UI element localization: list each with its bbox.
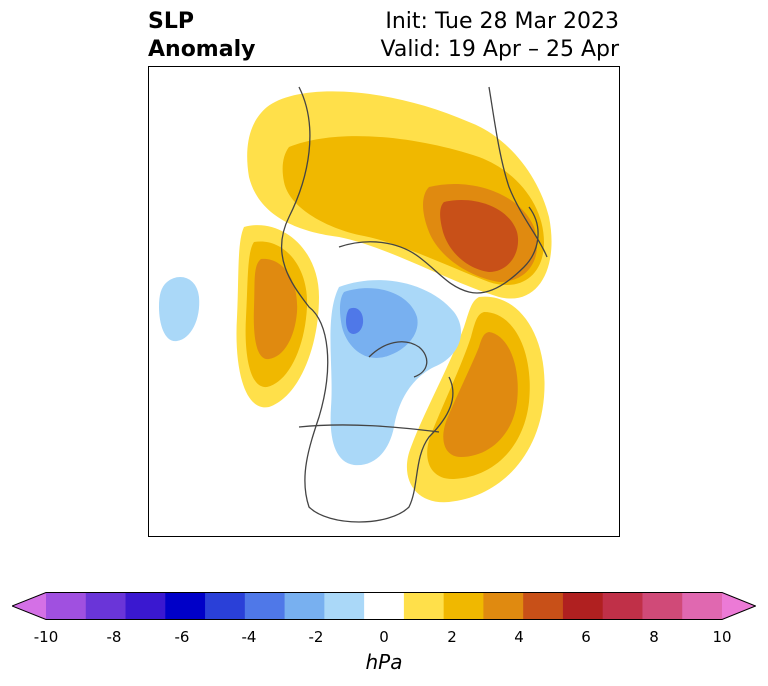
negative-anomaly-pacific-2 [159,277,200,342]
colorbar-tick: 4 [514,628,524,646]
colorbar-segment [403,592,445,620]
colorbar-tick: 10 [712,628,732,646]
title-variable-line1: SLP [148,9,194,34]
colorbar-tick: -6 [174,628,190,646]
map-title: SLP Anomaly [148,8,255,64]
colorbar-segment [125,592,166,620]
positive-anomaly-pacific-4 [253,258,298,360]
colorbar-segment [523,592,564,620]
colorbar-tick: -4 [241,628,257,646]
colorbar-segment [46,592,87,620]
colorbar-segment [682,592,723,620]
colorbar [12,592,756,620]
anomaly-field [159,86,552,523]
colorbar-segment [85,592,127,620]
colorbar-segment [483,592,524,620]
colorbar-tick: 2 [447,628,457,646]
colorbar-extend-min [12,592,46,620]
colorbar-tick: -2 [308,628,324,646]
colorbar-segment [284,592,325,620]
colorbar-segment [165,592,206,620]
positive-anomaly-atlantic-4 [443,332,518,457]
colorbar-tick: 0 [379,628,389,646]
negative-anomaly-canada-4 [346,307,364,334]
colorbar-tick: 6 [581,628,591,646]
colorbar-segment [244,592,286,620]
colorbar-segment [205,592,246,620]
negative-anomaly-canada-3 [339,288,418,358]
colorbar-segment [602,592,643,620]
colorbar-segment [324,592,365,620]
coastlines [280,86,548,523]
colorbar-segment [562,592,604,620]
colorbar-segment [642,592,683,620]
colorbar-segment [364,592,405,620]
colorbar-segment [443,592,484,620]
title-variable-line2: Anomaly [148,37,256,62]
init-date: Init: Tue 28 Mar 2023 [385,9,619,34]
colorbar-outline [12,592,756,620]
positive-anomaly-siberia-5 [440,200,519,272]
colorbar-tick: -10 [33,628,59,646]
colorbar-tick: -8 [106,628,122,646]
polar-map [148,66,620,537]
forecast-dates: Init: Tue 28 Mar 2023 Valid: 19 Apr – 25… [381,8,620,64]
colorbar-unit: hPa [365,650,403,674]
colorbar-extend-max [722,592,756,620]
colorbar-tick: 8 [649,628,659,646]
valid-date-range: Valid: 19 Apr – 25 Apr [380,37,620,62]
